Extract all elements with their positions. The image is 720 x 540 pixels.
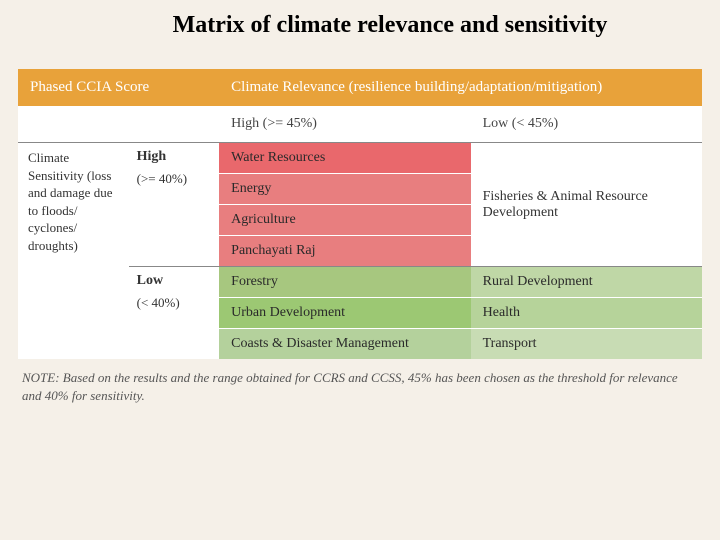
header-blank <box>18 106 219 143</box>
row-high-sensitivity: Climate Sensitivity (loss and damage due… <box>18 143 702 267</box>
item-coasts: Coasts & Disaster Management <box>219 329 470 359</box>
header-high: High (>= 45%) <box>219 106 470 143</box>
item-panchayati: Panchayati Raj <box>219 236 470 266</box>
sensitivity-low-label: Low <box>137 273 163 288</box>
sensitivity-low-threshold: (< 40%) <box>137 295 212 311</box>
header-low: Low (< 45%) <box>471 106 702 143</box>
header-phased: Phased CCIA Score <box>18 69 219 106</box>
item-energy: Energy <box>219 174 470 205</box>
sensitivity-high: High (>= 40%) <box>129 143 220 267</box>
cell-high-high: Water Resources Energy Agriculture Panch… <box>219 143 470 267</box>
sensitivity-low: Low (< 40%) <box>129 267 220 360</box>
item-agriculture: Agriculture <box>219 205 470 236</box>
item-water: Water Resources <box>219 143 470 174</box>
item-rural: Rural Development <box>471 267 702 298</box>
matrix-table: Phased CCIA Score Climate Relevance (res… <box>18 69 702 359</box>
header-row-2: High (>= 45%) Low (< 45%) <box>18 106 702 143</box>
cell-high-low: Fisheries & Animal Resource Development <box>471 143 702 267</box>
item-forestry: Forestry <box>219 267 470 298</box>
sensitivity-high-label: High <box>137 149 167 164</box>
item-transport: Transport <box>471 329 702 359</box>
slide: Matrix of climate relevance and sensitiv… <box>0 0 720 540</box>
page-title: Matrix of climate relevance and sensitiv… <box>18 12 702 39</box>
header-relevance: Climate Relevance (resilience building/a… <box>219 69 702 106</box>
header-row-1: Phased CCIA Score Climate Relevance (res… <box>18 69 702 106</box>
sensitivity-label: Climate Sensitivity (loss and damage due… <box>18 143 129 360</box>
cell-low-low: Rural Development Health Transport <box>471 267 702 360</box>
item-urban: Urban Development <box>219 298 470 329</box>
footnote: NOTE: Based on the results and the range… <box>18 359 702 404</box>
item-health: Health <box>471 298 702 329</box>
cell-low-high: Forestry Urban Development Coasts & Disa… <box>219 267 470 360</box>
sensitivity-high-threshold: (>= 40%) <box>137 171 212 187</box>
